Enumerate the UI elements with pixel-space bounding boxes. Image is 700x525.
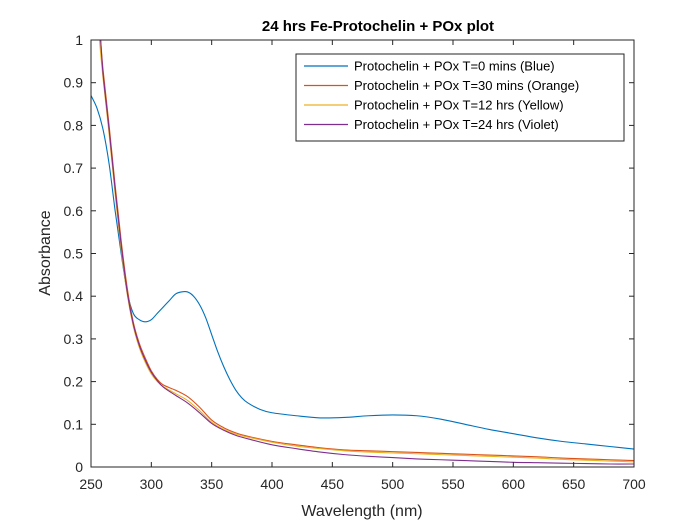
series-layer <box>91 40 634 465</box>
x-tick-label: 350 <box>200 476 224 492</box>
x-tick-label: 700 <box>622 476 646 492</box>
y-tick-label: 0.3 <box>64 331 84 347</box>
x-tick-label: 250 <box>79 476 103 492</box>
legend-entry-2: Protochelin + POx T=30 mins (Orange) <box>354 78 579 93</box>
legend-box <box>295 53 625 142</box>
x-tick-label: 650 <box>562 476 586 492</box>
y-tick-label: 0 <box>75 459 83 475</box>
legend: Protochelin + POx T=0 mins (Blue) Protoch… <box>295 53 625 142</box>
x-axis: 250 300 350 400 450 500 550 600 650 700 <box>79 40 646 492</box>
y-tick-label: 0.1 <box>64 416 84 432</box>
series-line-4 <box>100 40 634 465</box>
y-tick-label: 0.6 <box>64 203 84 219</box>
y-tick-label: 0.5 <box>64 246 84 262</box>
y-tick-label: 0.7 <box>64 160 84 176</box>
x-tick-label: 600 <box>502 476 526 492</box>
chart-title: 24 hrs Fe-Protochelin + POx plot <box>262 18 494 35</box>
legend-entry-4: Protochelin + POx T=24 hrs (Violet) <box>354 117 559 132</box>
y-tick-label: 0.2 <box>64 374 84 390</box>
x-tick-label: 500 <box>381 476 405 492</box>
x-tick-label: 550 <box>441 476 465 492</box>
legend-entry-3: Protochelin + POx T=12 hrs (Yellow) <box>354 98 564 113</box>
series-line-1 <box>91 95 634 450</box>
y-tick-label: 1 <box>75 32 83 48</box>
x-tick-label: 400 <box>260 476 284 492</box>
y-tick-label: 0.8 <box>64 117 84 133</box>
y-tick-label: 0.9 <box>64 75 84 91</box>
x-tick-label: 300 <box>140 476 164 492</box>
y-axis-label: Absorbance <box>37 210 54 295</box>
x-tick-label: 450 <box>321 476 345 492</box>
y-tick-label: 0.4 <box>64 288 84 304</box>
legend-entry-1: Protochelin + POx T=0 mins (Blue) <box>354 59 555 74</box>
y-axis: 0 0.1 0.2 0.3 0.4 0.5 0.6 0.7 0.8 0.9 1 <box>64 32 634 475</box>
x-axis-label: Wavelength (nm) <box>301 503 422 520</box>
